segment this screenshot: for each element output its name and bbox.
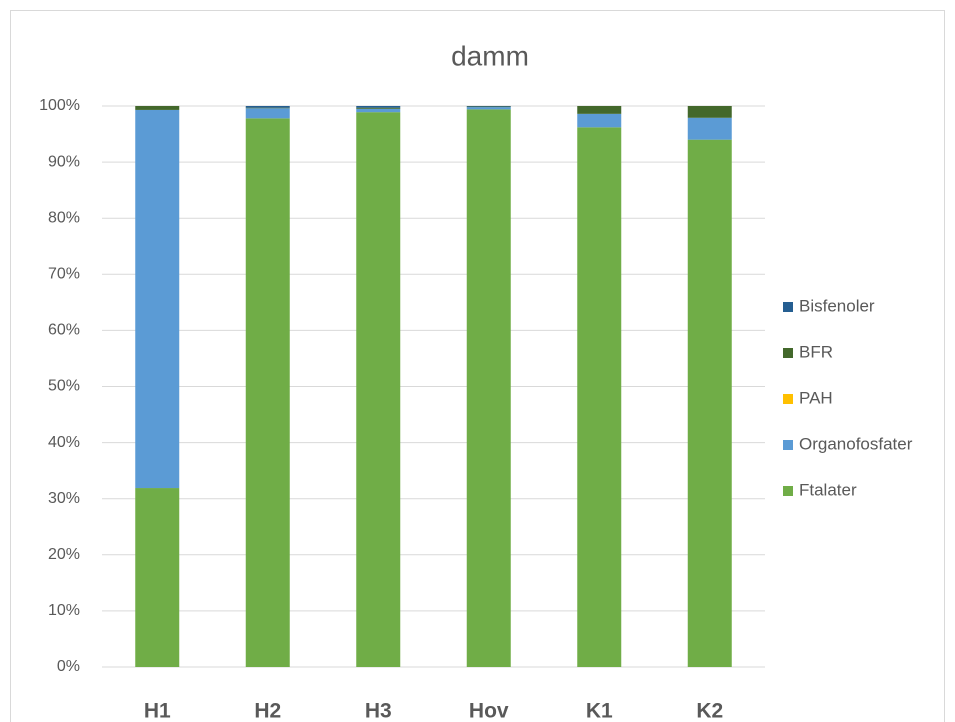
bar-segment xyxy=(245,118,290,668)
legend-label: Ftalater xyxy=(799,480,857,499)
bar-segment xyxy=(135,106,180,110)
bar-segment xyxy=(245,106,290,108)
y-tick-label: 70% xyxy=(48,266,80,283)
bar-segment xyxy=(245,107,290,109)
legend-label: BFR xyxy=(799,342,833,361)
y-tick-label: 20% xyxy=(48,546,80,563)
legend-label: Organofosfater xyxy=(799,434,913,453)
bar-segment xyxy=(356,106,401,108)
bar-segment xyxy=(466,106,511,108)
legend-label: PAH xyxy=(799,388,833,407)
legend-label: Bisfenoler xyxy=(799,296,875,315)
bar-segment xyxy=(687,139,732,667)
bar-segment xyxy=(466,106,511,107)
y-tick-label: 40% xyxy=(48,434,80,451)
y-tick-label: 50% xyxy=(48,378,80,395)
chart-title: damm xyxy=(451,40,529,71)
legend-swatch xyxy=(783,302,793,312)
y-tick-label: 100% xyxy=(39,97,80,114)
x-tick-label: K1 xyxy=(586,700,613,722)
y-tick-label: 30% xyxy=(48,490,80,507)
bar-segment xyxy=(135,488,180,667)
legend-swatch xyxy=(783,486,793,496)
y-tick-label: 60% xyxy=(48,322,80,339)
bar-segment xyxy=(245,108,290,119)
x-tick-label: H3 xyxy=(365,700,392,722)
x-tick-label: H2 xyxy=(254,700,281,722)
bar-segment xyxy=(687,117,732,140)
x-tick-label: Hov xyxy=(469,700,509,722)
bar-segment xyxy=(466,109,511,668)
bar-segment xyxy=(356,112,401,667)
bar-segment xyxy=(577,106,622,114)
y-tick-label: 0% xyxy=(57,658,80,675)
bar-segment xyxy=(135,109,180,489)
legend-swatch xyxy=(783,348,793,358)
bar-segment xyxy=(577,127,622,668)
x-tick-label: H1 xyxy=(144,700,171,722)
bar-segment xyxy=(466,107,511,110)
bar-segment xyxy=(356,107,401,109)
bar-segment xyxy=(577,113,622,128)
x-tick-label: K2 xyxy=(696,700,723,722)
legend-swatch xyxy=(783,394,793,404)
legend-swatch xyxy=(783,440,793,450)
bar-segment xyxy=(356,108,401,113)
y-tick-label: 80% xyxy=(48,209,80,226)
y-tick-label: 10% xyxy=(48,602,80,619)
y-tick-label: 90% xyxy=(48,153,80,170)
bar-segment xyxy=(687,106,732,118)
